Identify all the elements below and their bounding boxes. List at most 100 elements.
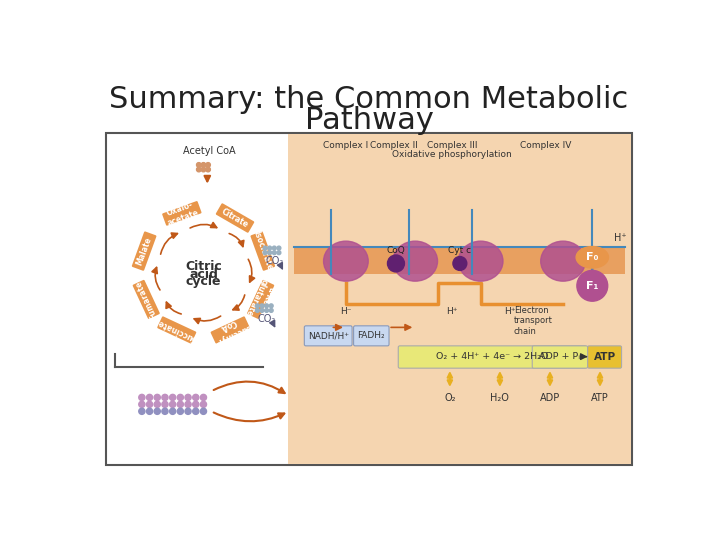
Circle shape: [170, 408, 176, 414]
Circle shape: [177, 401, 184, 408]
Circle shape: [185, 394, 191, 401]
Circle shape: [154, 408, 161, 414]
Text: Acetyl CoA: Acetyl CoA: [184, 146, 236, 156]
Circle shape: [201, 163, 206, 167]
Circle shape: [193, 408, 199, 414]
Text: NADH/H⁺: NADH/H⁺: [307, 332, 348, 340]
Circle shape: [146, 401, 153, 408]
Circle shape: [200, 401, 207, 408]
Text: Citric: Citric: [185, 260, 222, 273]
FancyBboxPatch shape: [354, 326, 389, 346]
Circle shape: [256, 304, 259, 308]
Text: Oxidative phosphorylation: Oxidative phosphorylation: [392, 150, 512, 159]
Circle shape: [162, 408, 168, 414]
Circle shape: [154, 394, 161, 401]
FancyBboxPatch shape: [216, 203, 254, 233]
Circle shape: [185, 401, 191, 408]
Circle shape: [197, 167, 201, 172]
Ellipse shape: [459, 241, 503, 281]
Text: Pathway: Pathway: [305, 106, 433, 135]
FancyBboxPatch shape: [106, 132, 632, 465]
FancyBboxPatch shape: [288, 134, 631, 464]
Circle shape: [206, 167, 210, 172]
Circle shape: [277, 251, 281, 254]
Circle shape: [177, 394, 184, 401]
Text: F₁: F₁: [586, 281, 598, 291]
Ellipse shape: [576, 247, 608, 268]
Text: F₀: F₀: [586, 252, 598, 262]
Text: H⁺: H⁺: [504, 307, 516, 315]
Text: Complex I: Complex I: [323, 141, 369, 150]
Circle shape: [256, 308, 259, 312]
Text: Cyt c: Cyt c: [449, 246, 472, 255]
FancyBboxPatch shape: [162, 201, 202, 226]
Circle shape: [272, 246, 276, 250]
Text: CoQ: CoQ: [387, 246, 405, 255]
Circle shape: [200, 394, 207, 401]
Circle shape: [268, 251, 271, 254]
Circle shape: [146, 408, 153, 414]
Circle shape: [577, 271, 608, 301]
Text: ADP + Pᵢ: ADP + Pᵢ: [539, 352, 580, 361]
Circle shape: [206, 163, 210, 167]
Circle shape: [193, 401, 199, 408]
Circle shape: [263, 251, 267, 254]
Text: ATP: ATP: [591, 393, 609, 403]
Text: Succinyl-
CoA: Succinyl- CoA: [208, 313, 252, 347]
Text: FADH₂: FADH₂: [358, 332, 385, 340]
Text: H₂O: H₂O: [490, 393, 509, 403]
Ellipse shape: [541, 241, 585, 281]
Circle shape: [269, 308, 273, 312]
FancyBboxPatch shape: [211, 316, 250, 343]
Text: CO₂: CO₂: [258, 314, 276, 324]
Circle shape: [260, 304, 264, 308]
Circle shape: [177, 408, 184, 414]
Text: cycle: cycle: [186, 275, 221, 288]
Text: Summary: the Common Metabolic: Summary: the Common Metabolic: [109, 85, 629, 114]
Circle shape: [139, 394, 145, 401]
FancyBboxPatch shape: [588, 346, 621, 368]
Circle shape: [170, 401, 176, 408]
Text: Isocitrate: Isocitrate: [251, 230, 274, 272]
Circle shape: [272, 251, 276, 254]
Text: H⁺: H⁺: [446, 307, 458, 315]
Text: Citrate: Citrate: [220, 207, 250, 229]
Circle shape: [263, 246, 267, 250]
Text: O₂: O₂: [444, 393, 456, 403]
Ellipse shape: [323, 241, 368, 281]
Circle shape: [139, 401, 145, 408]
Text: Malate: Malate: [135, 235, 153, 267]
Circle shape: [185, 408, 191, 414]
Text: α-Keto-
glutarate: α-Keto- glutarate: [243, 277, 278, 322]
FancyBboxPatch shape: [294, 247, 625, 274]
Text: Complex II: Complex II: [371, 141, 418, 150]
Circle shape: [197, 163, 201, 167]
FancyBboxPatch shape: [132, 232, 156, 271]
FancyBboxPatch shape: [132, 280, 160, 319]
Text: ADP: ADP: [540, 393, 560, 403]
Text: ATP: ATP: [593, 352, 616, 362]
Text: H⁻: H⁻: [340, 307, 351, 315]
FancyBboxPatch shape: [532, 346, 588, 368]
Text: O₂ + 4H⁺ + 4e⁻ → 2H₂O: O₂ + 4H⁺ + 4e⁻ → 2H₂O: [436, 352, 549, 361]
Text: Oxalo-
acetate: Oxalo- acetate: [163, 199, 201, 228]
FancyBboxPatch shape: [247, 280, 274, 319]
Ellipse shape: [393, 241, 438, 281]
Circle shape: [265, 308, 269, 312]
Circle shape: [200, 408, 207, 414]
Circle shape: [387, 255, 405, 272]
Text: CO₂: CO₂: [265, 256, 284, 266]
Circle shape: [139, 408, 145, 414]
Circle shape: [277, 246, 281, 250]
Circle shape: [269, 304, 273, 308]
Text: Electron
transport
chain: Electron transport chain: [514, 306, 553, 335]
Text: Succinate: Succinate: [156, 317, 198, 343]
Circle shape: [170, 394, 176, 401]
FancyBboxPatch shape: [251, 232, 275, 271]
Text: Complex III: Complex III: [427, 141, 477, 150]
Text: H⁺: H⁺: [613, 233, 626, 243]
Circle shape: [453, 256, 467, 271]
Circle shape: [201, 167, 206, 172]
Text: Fumarate: Fumarate: [133, 279, 159, 320]
Circle shape: [268, 246, 271, 250]
